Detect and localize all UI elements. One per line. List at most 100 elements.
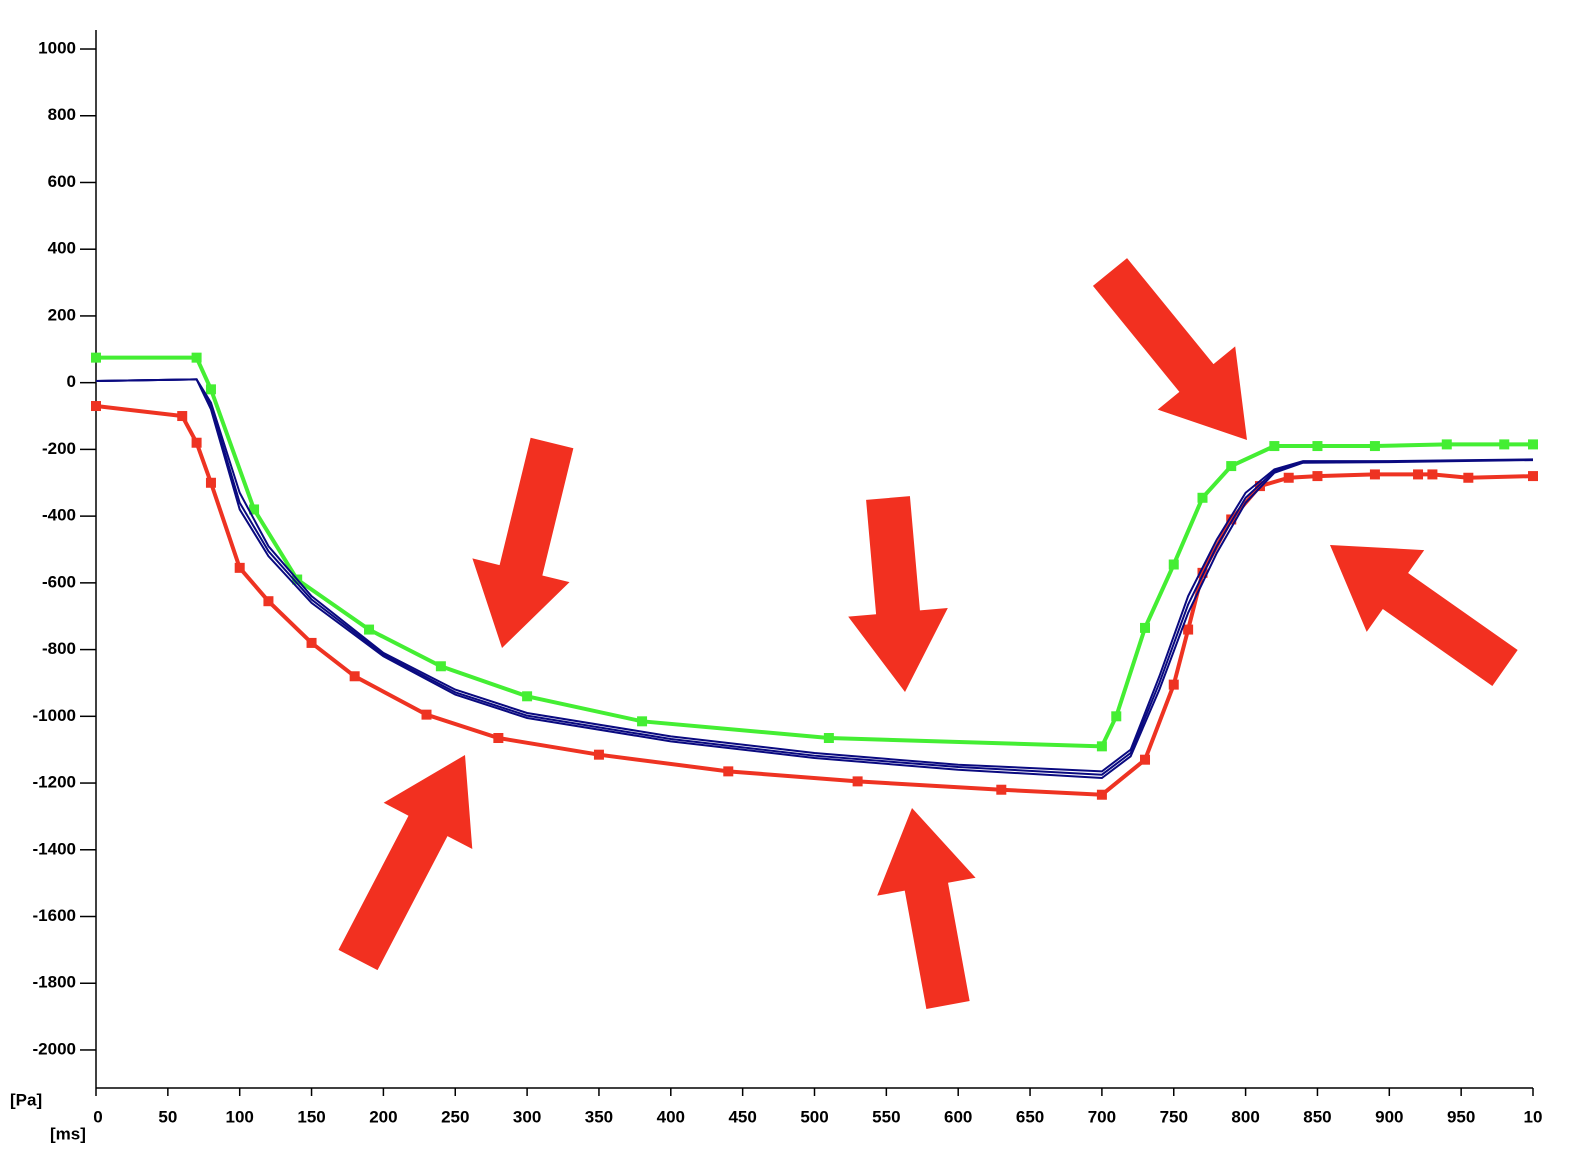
x-tick-label: 500 xyxy=(800,1107,828,1126)
point-marker xyxy=(1269,441,1280,452)
point-marker xyxy=(364,624,375,635)
point-marker xyxy=(1096,789,1107,800)
x-tick-label: 400 xyxy=(657,1107,685,1126)
point-marker xyxy=(493,733,504,744)
y-tick-label: 0 xyxy=(67,372,76,391)
series-line xyxy=(95,378,1534,780)
point-marker xyxy=(91,401,101,412)
arrow xyxy=(877,808,976,1009)
x-tick-label: 350 xyxy=(585,1107,613,1126)
point-marker xyxy=(249,504,260,515)
arrow xyxy=(1330,545,1518,686)
x-tick-label: 250 xyxy=(441,1107,469,1126)
y-tick-label: 600 xyxy=(48,172,76,191)
point-marker xyxy=(1427,469,1438,480)
point-marker xyxy=(1499,439,1510,450)
x-tick-label: 800 xyxy=(1231,1107,1259,1126)
x-axis-label: [ms] xyxy=(50,1124,86,1143)
x-tick-label: 600 xyxy=(944,1107,972,1126)
y-tick-label: -1200 xyxy=(33,773,76,792)
point-marker xyxy=(1528,439,1538,450)
x-tick-label: 550 xyxy=(872,1107,900,1126)
y-tick-label: -200 xyxy=(42,439,76,458)
arrow xyxy=(848,496,948,692)
point-marker xyxy=(1312,441,1323,452)
point-marker xyxy=(1463,472,1474,483)
point-marker xyxy=(421,709,432,720)
x-tick-label: 10 xyxy=(1524,1107,1543,1126)
point-marker xyxy=(637,716,648,727)
point-marker xyxy=(91,352,101,363)
y-tick-label: -1800 xyxy=(33,973,76,992)
point-marker xyxy=(1111,711,1122,722)
point-marker xyxy=(1441,439,1452,450)
point-marker xyxy=(1283,472,1294,483)
x-tick-label: 50 xyxy=(158,1107,177,1126)
y-tick-label: -1000 xyxy=(33,706,76,725)
series-line xyxy=(95,378,1534,773)
x-tick-label: 200 xyxy=(369,1107,397,1126)
x-tick-label: 0 xyxy=(93,1107,102,1126)
x-tick-label: 650 xyxy=(1016,1107,1044,1126)
series-line xyxy=(96,355,1533,749)
series-line xyxy=(95,404,1534,797)
point-marker xyxy=(1140,754,1151,765)
point-marker xyxy=(1312,471,1323,482)
point-marker xyxy=(1197,567,1208,578)
point-marker xyxy=(263,596,274,607)
y-axis-label: [Pa] xyxy=(10,1090,42,1109)
y-tick-label: 200 xyxy=(48,305,76,324)
annotation-arrows xyxy=(338,258,1518,1009)
x-tick-label: 100 xyxy=(226,1107,254,1126)
point-marker xyxy=(593,749,604,760)
point-marker xyxy=(1369,469,1380,480)
x-tick-label: 300 xyxy=(513,1107,541,1126)
point-marker xyxy=(852,776,863,787)
point-marker xyxy=(1197,492,1208,503)
point-marker xyxy=(1140,622,1151,633)
y-tick-label: 800 xyxy=(48,105,76,124)
arrow xyxy=(472,437,574,648)
point-marker xyxy=(1528,471,1538,482)
point-marker xyxy=(306,637,317,648)
point-marker xyxy=(823,733,834,744)
point-marker xyxy=(522,691,533,702)
y-tick-label: -1400 xyxy=(33,839,76,858)
x-tick-label: 450 xyxy=(728,1107,756,1126)
y-tick-label: -600 xyxy=(42,572,76,591)
x-tick-label: 700 xyxy=(1088,1107,1116,1126)
point-marker xyxy=(205,477,216,488)
x-tick-label: 150 xyxy=(297,1107,325,1126)
point-marker xyxy=(1183,624,1194,635)
point-marker xyxy=(177,411,188,422)
point-marker xyxy=(1413,469,1424,480)
x-tick-label: 850 xyxy=(1303,1107,1331,1126)
point-marker xyxy=(435,661,446,672)
y-tick-label: -1600 xyxy=(33,906,76,925)
arrow xyxy=(338,755,473,971)
point-marker xyxy=(1254,481,1265,492)
point-marker xyxy=(191,437,202,448)
y-tick-label: -2000 xyxy=(33,1039,76,1058)
x-tick-label: 950 xyxy=(1447,1107,1475,1126)
point-marker xyxy=(1369,441,1380,452)
point-marker xyxy=(1096,741,1107,752)
y-tick-label: 1000 xyxy=(38,39,76,58)
x-tick-label: 900 xyxy=(1375,1107,1403,1126)
x-tick-label: 750 xyxy=(1160,1107,1188,1126)
y-tick-label: 400 xyxy=(48,239,76,258)
point-marker xyxy=(1168,679,1179,690)
point-marker xyxy=(349,671,360,682)
y-tick-label: -400 xyxy=(42,506,76,525)
point-marker xyxy=(1168,559,1179,570)
series-line xyxy=(95,378,1534,776)
point-marker xyxy=(191,352,202,363)
point-marker xyxy=(1226,461,1237,472)
point-marker xyxy=(205,384,216,395)
point-marker xyxy=(996,784,1007,795)
point-marker xyxy=(1226,514,1237,525)
point-marker xyxy=(234,562,245,573)
y-tick-label: -800 xyxy=(42,639,76,658)
arrow xyxy=(1092,258,1247,440)
